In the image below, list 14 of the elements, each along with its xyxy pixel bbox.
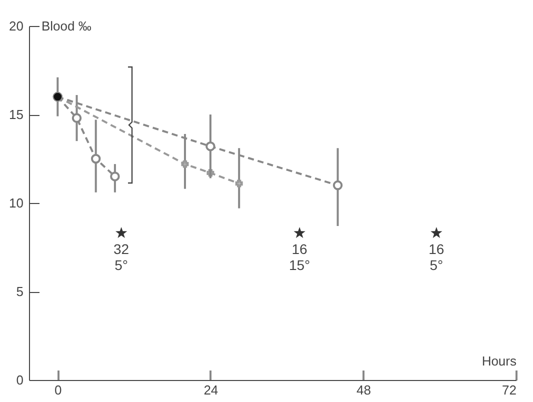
annotation: 32 5°	[114, 241, 130, 274]
annotation: 16 15°	[288, 241, 310, 274]
x-tick-label: 48	[356, 382, 371, 398]
y-tick-label: 0	[16, 372, 24, 388]
y-tick-label: 10	[9, 196, 24, 210]
x-axis-title: Hours	[482, 354, 517, 368]
y-tick-label: 15	[9, 107, 24, 122]
x-tick-label: 72	[502, 382, 516, 398]
y-axis-title: Blood ‰	[42, 18, 92, 34]
y-tick-label: 20	[9, 18, 24, 34]
x-tick-label: 24	[204, 382, 218, 398]
annotation: 16 5°	[428, 241, 444, 274]
x-tick-label: 0	[54, 382, 62, 398]
y-tick-label: 5	[16, 284, 24, 299]
